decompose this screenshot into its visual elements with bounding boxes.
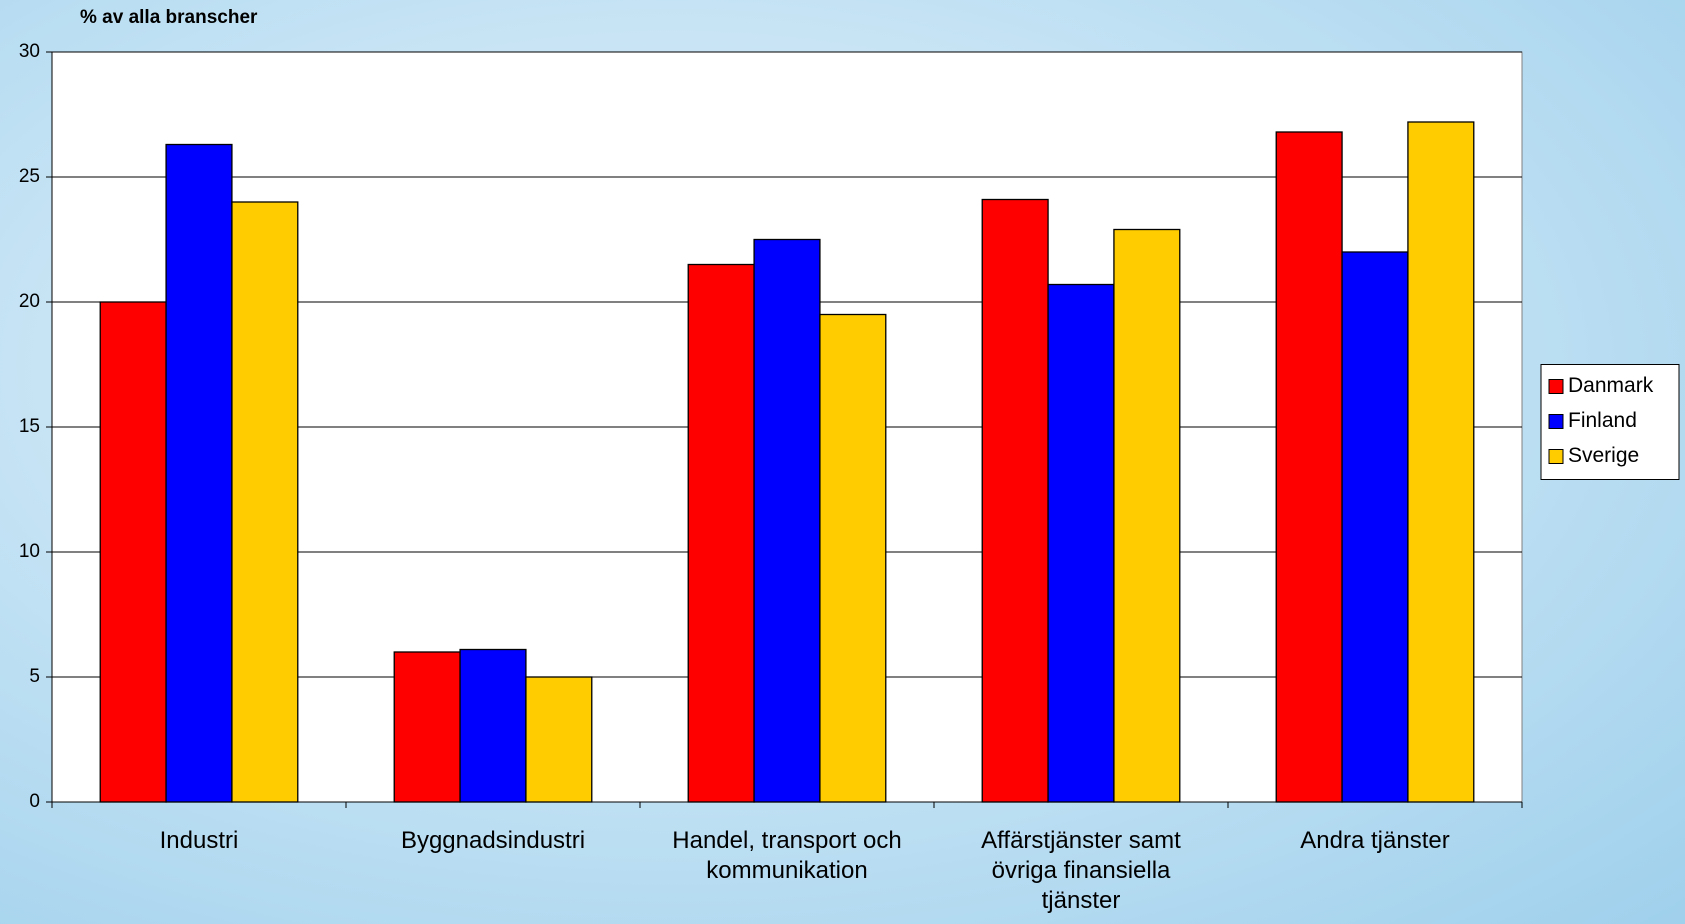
bar — [1407, 121, 1475, 803]
bar — [1275, 131, 1343, 803]
bar — [981, 198, 1049, 803]
x-tick-label: Andra tjänster — [1300, 827, 1450, 854]
bar — [525, 676, 593, 803]
x-tick-label: Byggnadsindustri — [400, 827, 586, 854]
bar — [687, 263, 755, 803]
legend-swatch — [1548, 414, 1564, 429]
bar — [459, 648, 527, 803]
x-tick-label: Handel, transport och kommunikation — [672, 827, 902, 884]
legend-label: Danmark — [1568, 374, 1654, 397]
x-tick-label: Affärstjänster samt övriga finansiella t… — [981, 827, 1181, 914]
bar — [1113, 228, 1181, 803]
y-tick-label: 10 — [19, 541, 40, 562]
y-tick-label: 5 — [29, 666, 40, 687]
y-tick-label: 20 — [19, 291, 40, 312]
legend-box — [1540, 364, 1680, 480]
bar — [165, 143, 233, 803]
legend-swatch — [1548, 379, 1564, 394]
y-tick-label: 0 — [29, 791, 40, 812]
bar — [753, 238, 821, 803]
bar — [1047, 283, 1115, 803]
bar — [99, 301, 167, 803]
bar — [1341, 251, 1409, 803]
bar — [231, 201, 299, 803]
bar — [819, 313, 887, 803]
bar — [393, 651, 461, 803]
x-tick-label: Industri — [159, 827, 239, 854]
y-tick-label: 25 — [19, 166, 40, 187]
legend-swatch — [1548, 449, 1564, 464]
y-tick-label: 15 — [19, 416, 40, 437]
legend-label: Finland — [1568, 409, 1637, 432]
legend-label: Sverige — [1568, 444, 1639, 467]
y-axis-title: % av alla branscher — [80, 7, 258, 28]
y-tick-label: 30 — [19, 41, 40, 62]
